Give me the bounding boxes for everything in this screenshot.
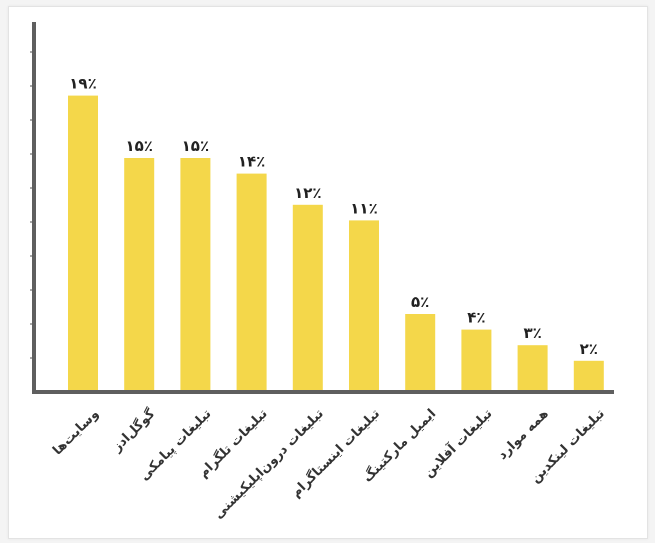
value-label: ۱۱٪: [350, 199, 377, 217]
value-label: ۱۵٪: [182, 137, 209, 155]
value-label: ۳٪: [523, 324, 541, 342]
value-label: ۱۹٪: [69, 75, 96, 93]
bars: [68, 95, 604, 392]
category-label: گوگل‌ادز: [108, 405, 158, 455]
value-label: ۲٪: [580, 340, 598, 358]
chart-canvas: [8, 6, 648, 539]
bar: [461, 329, 492, 392]
value-label: ۴٪: [467, 309, 485, 327]
category-label: تبلیغات درون‌اپلیکیشنی: [211, 406, 327, 522]
category-label: همه موارد: [495, 406, 552, 463]
bar: [573, 360, 604, 392]
value-labels: ۱۹٪ ۱۵٪ ۱۵٪ ۱۴٪ ۱۲٪ ۱۱٪ ۵٪ ۴٪ ۳٪ ۲٪: [69, 75, 598, 358]
value-label: ۱۲٪: [294, 184, 321, 202]
bar: [517, 345, 548, 392]
value-label: ۱۴٪: [238, 153, 265, 171]
category-label: وسایت‌ها: [50, 406, 102, 458]
bar: [124, 158, 155, 392]
value-label: ۵٪: [411, 293, 429, 311]
bar: [292, 204, 323, 392]
bar: [236, 173, 267, 392]
bar: [349, 220, 379, 392]
bar: [68, 95, 98, 392]
value-label: ۱۵٪: [125, 137, 152, 155]
bar: [405, 314, 436, 392]
bar: [180, 158, 211, 392]
